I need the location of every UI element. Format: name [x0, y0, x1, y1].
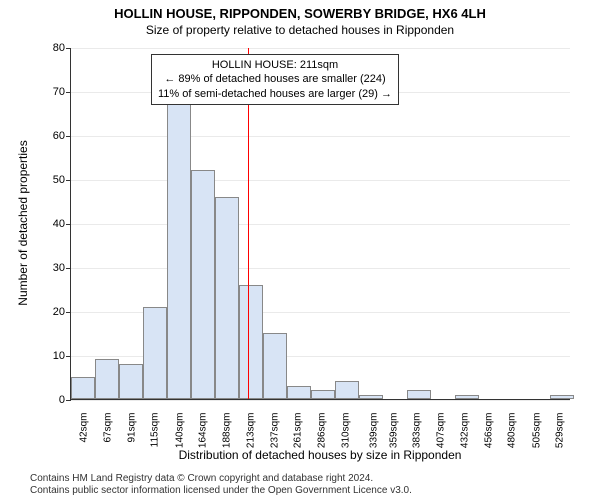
x-tick-label: 359sqm [386, 413, 399, 449]
annotation-line: HOLLIN HOUSE: 211sqm [158, 58, 392, 72]
histogram-bar [287, 386, 311, 399]
gridline [71, 136, 570, 137]
x-axis-label: Distribution of detached houses by size … [70, 448, 570, 462]
histogram-bar [167, 100, 191, 399]
y-tick-label: 70 [53, 86, 71, 98]
x-tick-label: 339sqm [367, 413, 380, 449]
y-tick-label: 40 [53, 218, 71, 230]
x-tick-label: 529sqm [553, 413, 566, 449]
y-tick-label: 10 [53, 350, 71, 362]
x-tick-label: 505sqm [529, 413, 542, 449]
gridline [71, 48, 570, 49]
histogram-bar [119, 364, 143, 399]
histogram-bar [239, 285, 263, 399]
y-tick-label: 20 [53, 306, 71, 318]
x-tick-label: 213sqm [244, 413, 257, 449]
annotation-line: 11% of semi-detached houses are larger (… [158, 87, 392, 101]
histogram-bar [95, 359, 119, 399]
annotation-box: HOLLIN HOUSE: 211sqm← 89% of detached ho… [151, 54, 399, 105]
x-tick-label: 383sqm [410, 413, 423, 449]
x-tick-label: 237sqm [267, 413, 280, 449]
x-tick-label: 286sqm [315, 413, 328, 449]
annotation-line: ← 89% of detached houses are smaller (22… [158, 72, 392, 86]
x-tick-label: 310sqm [338, 413, 351, 449]
histogram-bar [359, 395, 383, 399]
histogram-bar [455, 395, 479, 399]
x-tick-label: 42sqm [76, 413, 89, 443]
footer-copyright-2: Contains public sector information licen… [30, 485, 412, 496]
y-tick-label: 30 [53, 262, 71, 274]
y-tick-label: 60 [53, 130, 71, 142]
gridline [71, 400, 570, 401]
histogram-bar [215, 197, 239, 399]
histogram-bar [407, 390, 431, 399]
histogram-bar [335, 381, 359, 399]
chart-title-address: HOLLIN HOUSE, RIPPONDEN, SOWERBY BRIDGE,… [0, 0, 600, 21]
x-tick-label: 67sqm [101, 413, 114, 443]
gridline [71, 224, 570, 225]
chart-subtitle: Size of property relative to detached ho… [0, 21, 600, 37]
gridline [71, 268, 570, 269]
footer-copyright-1: Contains HM Land Registry data © Crown c… [30, 473, 373, 484]
gridline [71, 180, 570, 181]
y-tick-label: 80 [53, 42, 71, 54]
histogram-bar [311, 390, 335, 399]
x-tick-label: 480sqm [505, 413, 518, 449]
x-tick-label: 432sqm [458, 413, 471, 449]
y-tick-label: 50 [53, 174, 71, 186]
y-axis-label: Number of detached properties [16, 133, 30, 313]
x-tick-label: 164sqm [196, 413, 209, 449]
histogram-bar [263, 333, 287, 399]
histogram-bar [71, 377, 95, 399]
x-tick-label: 140sqm [172, 413, 185, 449]
x-tick-label: 91sqm [124, 413, 137, 443]
x-tick-label: 456sqm [481, 413, 494, 449]
x-tick-label: 188sqm [219, 413, 232, 449]
x-tick-label: 261sqm [291, 413, 304, 449]
histogram-bar [191, 170, 215, 399]
histogram-bar [143, 307, 167, 399]
histogram-bar [550, 395, 574, 399]
x-tick-label: 407sqm [433, 413, 446, 449]
histogram-plot-area: 0102030405060708042sqm67sqm91sqm115sqm14… [70, 48, 570, 400]
x-tick-label: 115sqm [148, 413, 161, 448]
y-tick-label: 0 [59, 394, 71, 406]
